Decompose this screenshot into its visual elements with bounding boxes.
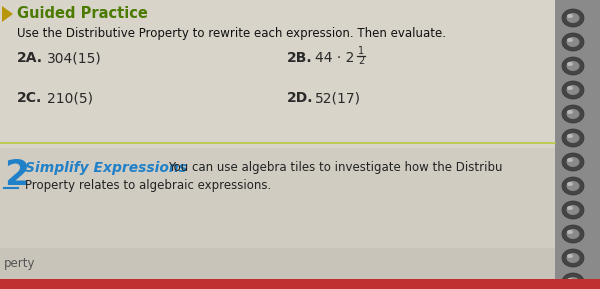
Ellipse shape <box>566 13 580 23</box>
Bar <box>0 148 555 173</box>
Ellipse shape <box>562 249 584 267</box>
Ellipse shape <box>567 62 573 66</box>
Text: 2D.: 2D. <box>287 91 314 105</box>
Ellipse shape <box>566 157 580 167</box>
Ellipse shape <box>562 33 584 51</box>
Ellipse shape <box>562 153 584 171</box>
Ellipse shape <box>562 57 584 75</box>
Ellipse shape <box>567 206 573 210</box>
Ellipse shape <box>566 277 580 287</box>
Text: 2: 2 <box>4 158 29 192</box>
Polygon shape <box>2 6 13 22</box>
Ellipse shape <box>562 225 584 243</box>
Text: 52(17): 52(17) <box>315 91 361 105</box>
Ellipse shape <box>567 134 573 138</box>
Text: 1: 1 <box>358 46 364 56</box>
Ellipse shape <box>562 81 584 99</box>
Ellipse shape <box>562 273 584 289</box>
Ellipse shape <box>562 9 584 27</box>
Ellipse shape <box>566 181 580 191</box>
Ellipse shape <box>562 177 584 195</box>
Text: Property relates to algebraic expressions.: Property relates to algebraic expression… <box>25 179 271 192</box>
Ellipse shape <box>567 230 573 234</box>
Ellipse shape <box>562 129 584 147</box>
Text: 44 · 2: 44 · 2 <box>315 51 355 65</box>
Ellipse shape <box>566 205 580 215</box>
Ellipse shape <box>566 253 580 263</box>
Text: Simplify Expressions: Simplify Expressions <box>25 161 187 175</box>
Ellipse shape <box>567 110 573 114</box>
Text: perty: perty <box>4 257 35 270</box>
Bar <box>0 0 555 148</box>
Text: 304(15): 304(15) <box>47 51 102 65</box>
Ellipse shape <box>567 278 573 282</box>
Ellipse shape <box>567 86 573 90</box>
Ellipse shape <box>562 105 584 123</box>
Ellipse shape <box>567 38 573 42</box>
Text: 2B.: 2B. <box>287 51 313 65</box>
Ellipse shape <box>566 109 580 119</box>
Ellipse shape <box>566 85 580 95</box>
Text: 210(5): 210(5) <box>47 91 93 105</box>
Text: You can use algebra tiles to investigate how the Distribu: You can use algebra tiles to investigate… <box>168 162 503 175</box>
Bar <box>555 0 600 289</box>
Bar <box>0 279 600 289</box>
Ellipse shape <box>567 14 573 18</box>
Text: 2C.: 2C. <box>17 91 42 105</box>
Text: Use the Distributive Property to rewrite each expression. Then evaluate.: Use the Distributive Property to rewrite… <box>17 27 446 40</box>
Ellipse shape <box>566 133 580 143</box>
Bar <box>0 248 555 289</box>
Bar <box>0 148 555 248</box>
Text: 2A.: 2A. <box>17 51 43 65</box>
Ellipse shape <box>566 61 580 71</box>
Ellipse shape <box>567 254 573 258</box>
Ellipse shape <box>566 37 580 47</box>
Ellipse shape <box>567 182 573 186</box>
Ellipse shape <box>562 201 584 219</box>
Ellipse shape <box>566 229 580 239</box>
Text: Guided Practice: Guided Practice <box>17 6 148 21</box>
Ellipse shape <box>567 158 573 162</box>
Text: 2: 2 <box>358 56 364 66</box>
